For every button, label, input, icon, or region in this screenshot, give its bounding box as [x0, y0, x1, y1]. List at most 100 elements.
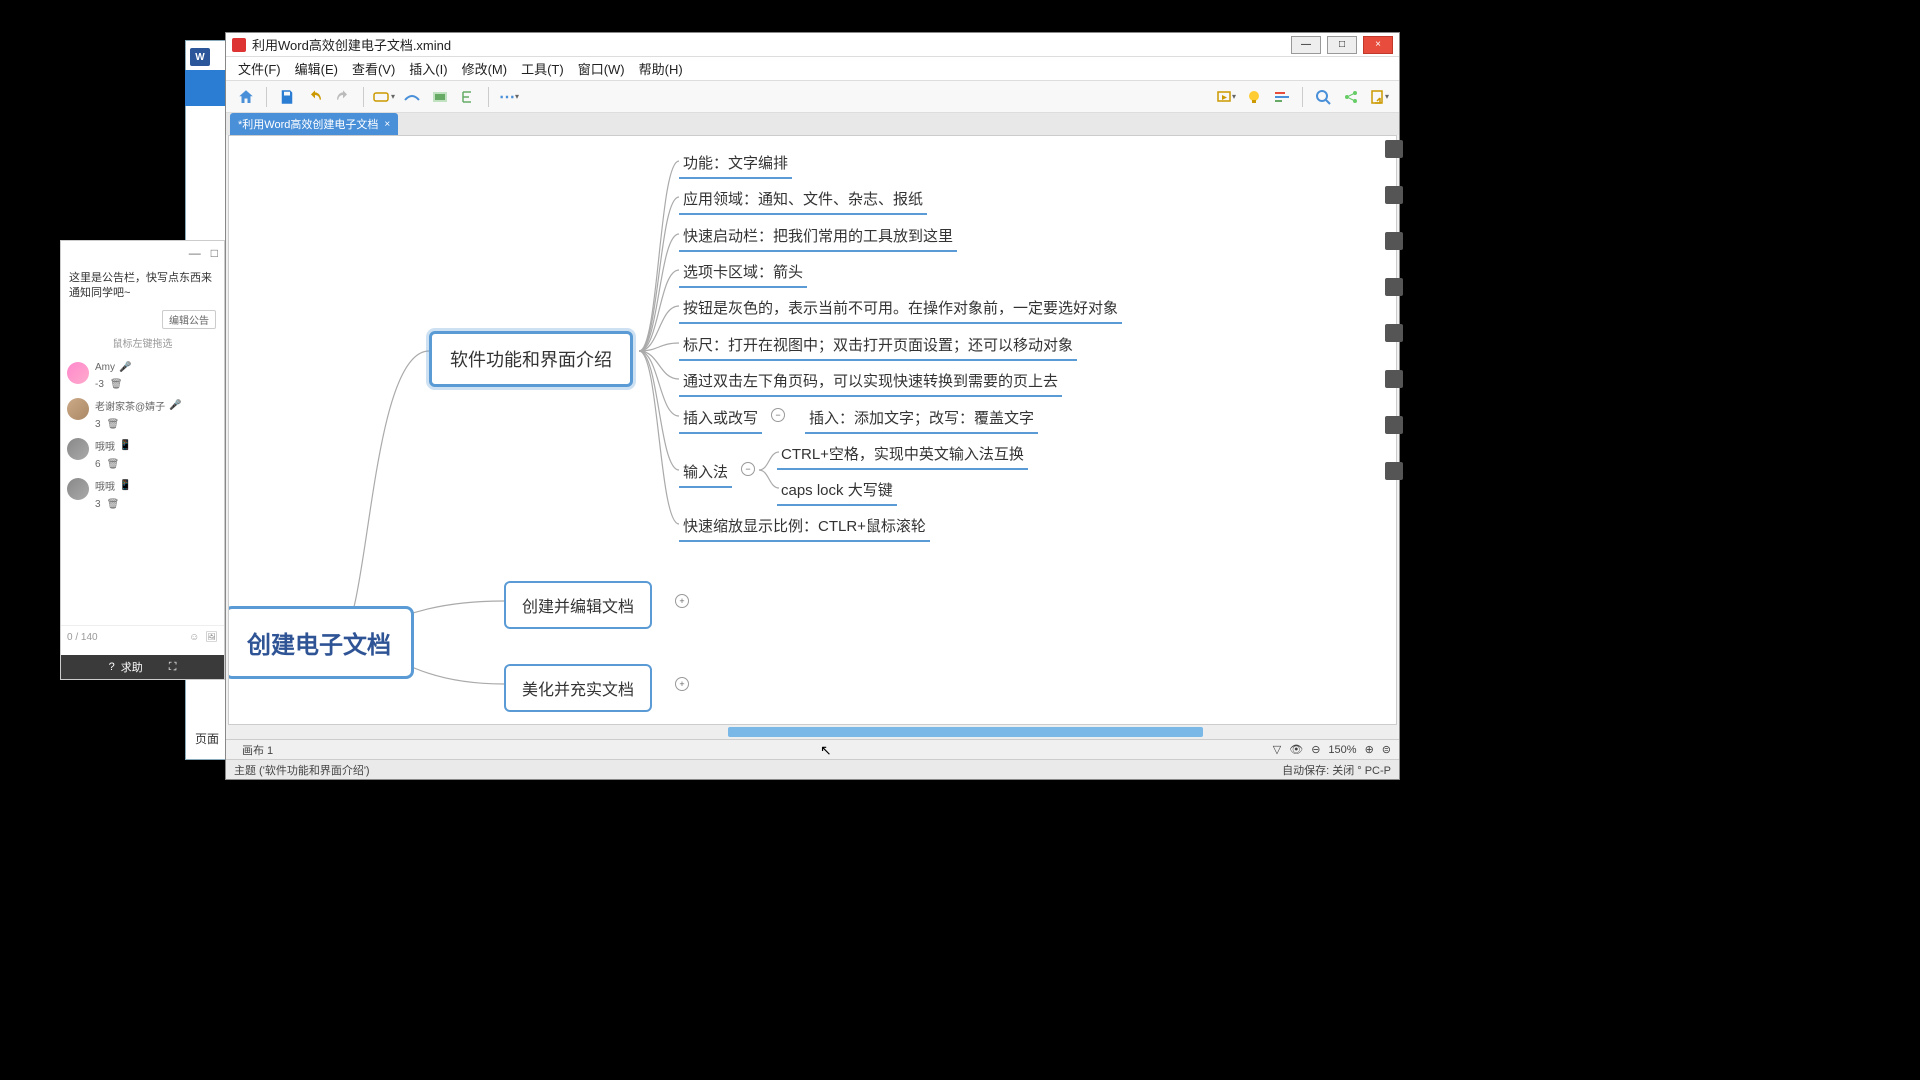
- brainstorm-button[interactable]: [1242, 85, 1266, 109]
- mindmap-canvas[interactable]: 创建电子文档 软件功能和界面介绍 创建并编辑文档 + 美化并充实文档 + 功能：…: [228, 135, 1397, 725]
- chat-user-name: Amy: [95, 362, 115, 373]
- leaf-node[interactable]: 功能：文字编排: [679, 150, 792, 179]
- sidebar-panel-icon[interactable]: [1385, 186, 1403, 204]
- subtopic-node[interactable]: 美化并充实文档: [504, 664, 652, 712]
- chat-user-item[interactable]: Amy 🎤 -3 🗑: [65, 358, 220, 394]
- emoji-icon[interactable]: ☺: [189, 632, 199, 643]
- chat-user-count: -3: [95, 379, 104, 390]
- trash-icon[interactable]: 🗑: [107, 459, 120, 470]
- leaf-node[interactable]: 快速启动栏：把我们常用的工具放到这里: [679, 223, 957, 252]
- share-button[interactable]: [1339, 85, 1363, 109]
- word-page-tab: 页面: [195, 730, 219, 747]
- search-button[interactable]: [1311, 85, 1335, 109]
- filter-icon[interactable]: ▽: [1273, 743, 1281, 756]
- leaf-node[interactable]: 插入或改写: [679, 405, 762, 434]
- expand-icon[interactable]: +: [675, 594, 689, 608]
- chat-maximize-icon[interactable]: □: [211, 246, 218, 260]
- menu-view[interactable]: 查看(V): [346, 57, 401, 80]
- chat-user-item[interactable]: 哦哦 📱 3 🗑: [65, 474, 220, 514]
- chat-user-item[interactable]: 老谢家茶@婧子 🎤 3 🗑: [65, 394, 220, 434]
- leaf-node[interactable]: 标尺：打开在视图中；双击打开页面设置；还可以移动对象: [679, 332, 1077, 361]
- menu-window[interactable]: 窗口(W): [572, 57, 631, 80]
- menu-tools[interactable]: 工具(T): [515, 57, 570, 80]
- leaf-node[interactable]: CTRL+空格，实现中英文输入法互换: [777, 441, 1028, 470]
- help-label[interactable]: 求助: [121, 659, 143, 675]
- sidebar-panel-icon[interactable]: [1385, 462, 1403, 480]
- root-node[interactable]: 创建电子文档: [228, 606, 414, 679]
- document-tab[interactable]: *利用Word高效创建电子文档 ×: [230, 113, 398, 135]
- chat-input-area: 0 / 140 ☺ 🖼: [61, 625, 224, 649]
- leaf-node[interactable]: 按钮是灰色的，表示当前不可用。在操作对象前，一定要选好对象: [679, 295, 1122, 324]
- leaf-node[interactable]: 选项卡区域：箭头: [679, 259, 807, 288]
- image-icon[interactable]: 🖼: [205, 632, 218, 643]
- trash-icon[interactable]: 🗑: [107, 419, 120, 430]
- leaf-node[interactable]: 应用领域：通知、文件、杂志、报纸: [679, 186, 927, 215]
- horizontal-scrollbar[interactable]: [228, 725, 1397, 739]
- trash-icon[interactable]: 🗑: [107, 499, 120, 510]
- zoom-out-button[interactable]: ⊖: [1311, 743, 1320, 756]
- summary-button[interactable]: [456, 85, 480, 109]
- boundary-button[interactable]: [428, 85, 452, 109]
- undo-button[interactable]: [303, 85, 327, 109]
- expand-icon[interactable]: +: [675, 677, 689, 691]
- chat-user-item[interactable]: 哦哦 📱 6 🗑: [65, 434, 220, 474]
- help-icon[interactable]: ?: [109, 661, 115, 673]
- tab-close-icon[interactable]: ×: [384, 119, 390, 130]
- menubar: 文件(F) 编辑(E) 查看(V) 插入(I) 修改(M) 工具(T) 窗口(W…: [226, 57, 1399, 81]
- sidebar-panel-icon[interactable]: [1385, 324, 1403, 342]
- chat-user-list: Amy 🎤 -3 🗑 老谢家茶@婧子 🎤 3 🗑 哦哦 📱 6 🗑 哦哦 📱 3…: [61, 354, 224, 518]
- chat-hint: 鼠标左键拖选: [61, 331, 224, 354]
- menu-edit[interactable]: 编辑(E): [289, 57, 344, 80]
- right-sidebar: [1385, 140, 1405, 480]
- leaf-node[interactable]: 输入法: [679, 459, 732, 488]
- zoom-level: 150%: [1328, 744, 1356, 756]
- zoom-fit-button[interactable]: ⊜: [1382, 743, 1391, 756]
- chat-user-count: 6: [95, 459, 101, 470]
- eye-icon[interactable]: 👁: [1289, 743, 1303, 756]
- sidebar-panel-icon[interactable]: [1385, 278, 1403, 296]
- document-tab-strip: *利用Word高效创建电子文档 ×: [226, 113, 1399, 135]
- expand-icon[interactable]: ⛶: [169, 661, 177, 674]
- close-button[interactable]: ×: [1363, 36, 1393, 54]
- menu-file[interactable]: 文件(F): [232, 57, 287, 80]
- window-title: 利用Word高效创建电子文档.xmind: [252, 35, 1285, 54]
- subtopic-node[interactable]: 创建并编辑文档: [504, 581, 652, 629]
- sidebar-panel-icon[interactable]: [1385, 140, 1403, 158]
- leaf-node[interactable]: caps lock 大写键: [777, 477, 897, 506]
- menu-insert[interactable]: 插入(I): [403, 57, 453, 80]
- presentation-button[interactable]: ▾: [1214, 85, 1238, 109]
- avatar: [67, 438, 89, 460]
- home-button[interactable]: [234, 85, 258, 109]
- maximize-button[interactable]: □: [1327, 36, 1357, 54]
- chat-minimize-icon[interactable]: —: [189, 246, 201, 260]
- collapse-icon[interactable]: −: [741, 462, 755, 476]
- zoom-in-button[interactable]: ⊕: [1365, 743, 1374, 756]
- gantt-button[interactable]: [1270, 85, 1294, 109]
- menu-modify[interactable]: 修改(M): [456, 57, 514, 80]
- chat-titlebar: — □: [61, 241, 224, 265]
- minimize-button[interactable]: —: [1291, 36, 1321, 54]
- relationship-button[interactable]: [400, 85, 424, 109]
- topic-button[interactable]: ▾: [372, 85, 396, 109]
- trash-icon[interactable]: 🗑: [110, 379, 123, 390]
- menu-help[interactable]: 帮助(H): [633, 57, 689, 80]
- scrollbar-thumb[interactable]: [728, 727, 1203, 737]
- sheet-bar: 画布 1 ▽ 👁 ⊖ 150% ⊕ ⊜: [226, 739, 1399, 759]
- main-topic-node[interactable]: 软件功能和界面介绍: [429, 331, 633, 387]
- redo-button[interactable]: [331, 85, 355, 109]
- chat-edit-button[interactable]: 编辑公告: [162, 310, 216, 329]
- save-button[interactable]: [275, 85, 299, 109]
- chat-user-count: 3: [95, 499, 101, 510]
- sidebar-panel-icon[interactable]: [1385, 416, 1403, 434]
- sheet-tab[interactable]: 画布 1: [234, 740, 281, 760]
- collapse-icon[interactable]: −: [771, 408, 785, 422]
- leaf-node[interactable]: 通过双击左下角页码，可以实现快速转换到需要的页上去: [679, 368, 1062, 397]
- chat-user-name: 老谢家茶@婧子: [95, 398, 165, 413]
- sidebar-panel-icon[interactable]: [1385, 370, 1403, 388]
- more-button[interactable]: ⋯ ▾: [497, 85, 521, 109]
- sidebar-panel-icon[interactable]: [1385, 232, 1403, 250]
- export-button[interactable]: ▾: [1367, 85, 1391, 109]
- leaf-node[interactable]: 快速缩放显示比例：CTLR+鼠标滚轮: [679, 513, 930, 542]
- leaf-node[interactable]: 插入：添加文字；改写：覆盖文字: [805, 405, 1038, 434]
- device-icon: 📱: [119, 440, 131, 451]
